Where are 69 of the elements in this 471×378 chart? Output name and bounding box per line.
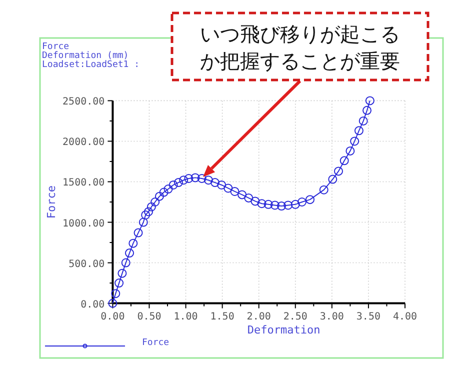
x-tick-label: 3.50 <box>356 311 381 322</box>
point <box>111 289 120 298</box>
y-tick-label: 1500.00 <box>62 178 105 189</box>
point <box>340 156 349 166</box>
point <box>328 174 338 184</box>
point <box>334 166 343 176</box>
point <box>270 200 280 210</box>
y-tick-label: 500.00 <box>68 258 105 270</box>
chart-subtitle: Deformation (mm) <box>42 51 129 61</box>
y-tick-label: 0.00 <box>80 299 105 310</box>
x-tick-label: 2.00 <box>246 311 271 322</box>
text: Force <box>142 338 170 348</box>
y-axis-title: Force <box>45 185 58 219</box>
point <box>128 238 138 248</box>
point <box>144 207 154 216</box>
y-tick-label: 1000.00 <box>62 218 105 230</box>
point <box>159 188 168 197</box>
point <box>114 278 124 288</box>
point <box>154 192 164 201</box>
point <box>244 193 254 202</box>
x-tick-label: 0.00 <box>100 311 125 322</box>
point <box>125 248 134 258</box>
point <box>297 198 306 206</box>
chart-title: Force <box>42 42 70 52</box>
text: いつ飛び移りが起こるか把握することが重要 <box>200 22 400 73</box>
point <box>138 218 148 227</box>
point <box>250 196 260 206</box>
point <box>346 146 355 156</box>
point <box>277 202 286 211</box>
point <box>174 178 183 188</box>
point <box>358 116 368 126</box>
point <box>306 195 315 204</box>
point <box>365 96 374 106</box>
x-axis-title: Deformation <box>247 323 320 336</box>
point <box>179 176 188 185</box>
x-tick-label: 2.50 <box>283 311 308 322</box>
point <box>354 126 364 136</box>
point <box>217 180 226 190</box>
point <box>164 184 173 194</box>
y-tick-label: 2500.00 <box>62 96 105 108</box>
point <box>238 190 247 200</box>
point <box>362 106 372 115</box>
x-tick-label: 4.00 <box>392 311 418 322</box>
point <box>118 268 127 278</box>
point <box>224 184 233 193</box>
point <box>168 180 178 190</box>
x-tick-label: 0.50 <box>137 311 162 322</box>
y-tick-label: 2000.00 <box>62 137 105 148</box>
point <box>319 185 328 194</box>
point <box>204 176 213 185</box>
x-tick-label: 1.50 <box>210 311 234 322</box>
point <box>284 200 293 210</box>
point <box>290 200 300 209</box>
point <box>210 178 220 188</box>
point <box>197 174 206 183</box>
point <box>184 174 194 183</box>
point <box>121 258 130 268</box>
point <box>190 173 200 182</box>
x-tick-label: 3.00 <box>320 311 344 322</box>
point <box>350 136 360 146</box>
point <box>141 210 150 220</box>
text: Loadset:LoadSet1 : <box>42 60 140 70</box>
point <box>257 199 266 208</box>
point <box>134 228 143 238</box>
point <box>230 186 240 196</box>
point <box>150 198 160 206</box>
x-tick-label: 1.00 <box>174 311 198 322</box>
point <box>146 202 156 212</box>
point <box>264 200 273 209</box>
